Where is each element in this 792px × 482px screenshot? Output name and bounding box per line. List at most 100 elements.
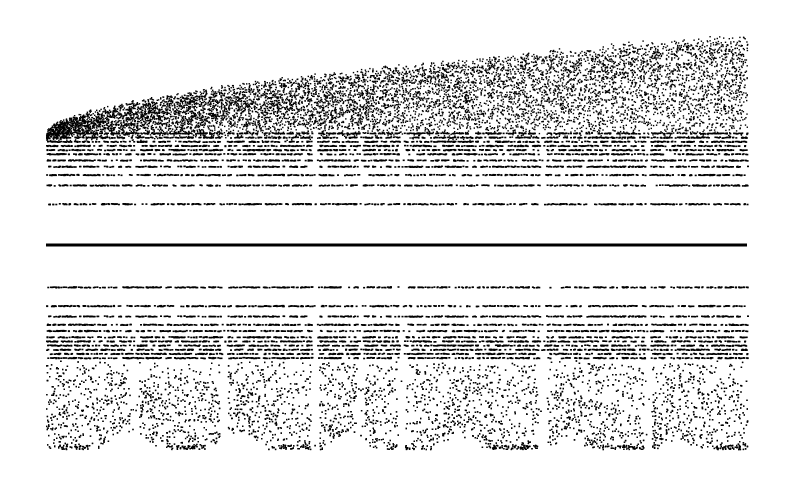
data-point	[71, 166, 73, 168]
data-point	[309, 184, 312, 187]
data-point	[181, 153, 184, 156]
data-point	[214, 141, 217, 143]
data-point	[369, 149, 372, 151]
data-point	[433, 141, 435, 143]
data-point	[96, 153, 99, 156]
data-point	[137, 153, 139, 156]
data-point	[437, 159, 440, 161]
data-point	[133, 145, 136, 147]
data-point	[278, 141, 281, 143]
data-point	[166, 173, 169, 176]
data-point	[414, 145, 417, 147]
data-point	[607, 159, 609, 162]
data-point	[52, 203, 55, 206]
data-point	[637, 153, 640, 155]
data-point	[119, 153, 122, 155]
data-point	[532, 203, 535, 206]
data-point	[109, 184, 112, 187]
data-point	[195, 149, 198, 151]
data-point	[666, 184, 669, 186]
data-point	[495, 144, 498, 147]
data-point	[715, 153, 718, 156]
data-point	[117, 149, 120, 151]
data-point	[624, 203, 626, 206]
data-point	[294, 136, 297, 139]
data-point	[310, 140, 313, 143]
data-point	[596, 136, 599, 139]
data-point	[235, 165, 238, 168]
data-point	[46, 145, 48, 147]
data-point	[613, 160, 616, 162]
data-point	[176, 153, 179, 156]
data-point	[177, 145, 179, 147]
data-point	[549, 184, 552, 187]
data-point	[216, 184, 219, 187]
data-point	[702, 165, 705, 168]
data-point	[64, 153, 67, 155]
data-point	[189, 184, 192, 187]
data-point	[296, 149, 299, 151]
data-point	[475, 174, 478, 177]
data-point	[197, 165, 200, 168]
data-point	[106, 165, 109, 168]
data-point	[259, 145, 262, 148]
data-point	[642, 145, 645, 147]
data-point	[308, 140, 311, 143]
data-point	[338, 159, 341, 161]
data-point	[480, 166, 483, 168]
data-point	[149, 159, 152, 161]
data-point	[678, 153, 681, 156]
data-point	[165, 153, 168, 156]
data-point	[659, 144, 662, 147]
data-point	[262, 141, 264, 143]
data-point	[283, 136, 286, 139]
data-point	[718, 141, 721, 143]
data-point	[409, 144, 412, 147]
data-point	[95, 184, 97, 187]
data-point	[519, 144, 522, 147]
data-point	[88, 153, 91, 155]
data-point	[405, 184, 408, 186]
data-point	[136, 165, 139, 168]
data-point	[735, 153, 738, 155]
data-point	[388, 137, 390, 139]
data-point	[261, 174, 264, 177]
data-point	[520, 174, 523, 176]
data-point	[124, 145, 127, 147]
data-point	[597, 145, 600, 147]
data-point	[238, 140, 241, 143]
data-point	[305, 174, 308, 176]
data-point	[276, 166, 279, 168]
data-point	[634, 145, 637, 147]
data-point	[669, 203, 672, 205]
data-point	[148, 153, 151, 155]
data-point	[364, 184, 367, 186]
data-point	[559, 203, 562, 206]
data-point	[166, 165, 169, 168]
data-point	[703, 136, 706, 139]
data-point	[488, 166, 491, 168]
data-point	[307, 153, 309, 155]
data-point	[670, 136, 673, 139]
data-point	[125, 149, 128, 151]
data-point	[386, 153, 389, 155]
data-point	[180, 174, 183, 177]
data-point	[268, 166, 271, 168]
data-point	[598, 203, 601, 205]
data-point	[368, 203, 371, 205]
data-point	[601, 149, 603, 152]
data-point	[574, 153, 577, 155]
data-point	[466, 203, 469, 206]
data-point	[484, 184, 487, 187]
data-point	[347, 141, 350, 143]
data-point	[160, 165, 162, 168]
data-point	[414, 184, 417, 187]
data-point	[68, 149, 71, 151]
data-point	[260, 203, 262, 205]
data-point	[377, 184, 380, 186]
data-point	[640, 166, 643, 168]
data-point	[308, 136, 311, 139]
data-point	[391, 149, 394, 152]
data-point	[522, 203, 525, 205]
data-point	[151, 166, 154, 168]
